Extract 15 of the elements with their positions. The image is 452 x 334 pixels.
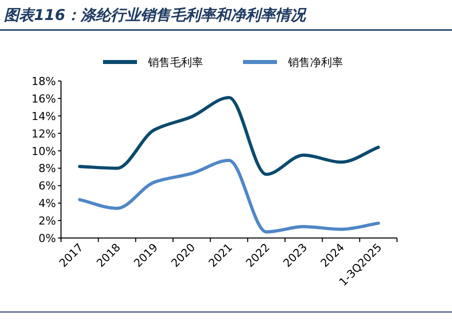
y-tick-label: 16% [32, 92, 56, 106]
y-tick-label: 12% [32, 127, 56, 140]
line-series [78, 158, 380, 234]
y-tick-label: 14% [32, 110, 56, 123]
y-tick-label: 6% [38, 180, 56, 193]
y-tick-label: 2% [38, 214, 56, 228]
y-tick-label: 18% [32, 75, 56, 88]
y-tick-label: 8% [38, 162, 56, 176]
y-tick-label: 10% [32, 144, 56, 158]
chart-title: 图表116：涤纶行业销售毛利率和净利率情况 [4, 6, 308, 24]
y-tick-label: 0% [38, 232, 56, 245]
legend-label: 销售净利率 [287, 56, 343, 69]
legend-label: 销售毛利率 [147, 56, 203, 69]
y-tick-label: 4% [38, 197, 56, 210]
line-series [78, 96, 380, 176]
